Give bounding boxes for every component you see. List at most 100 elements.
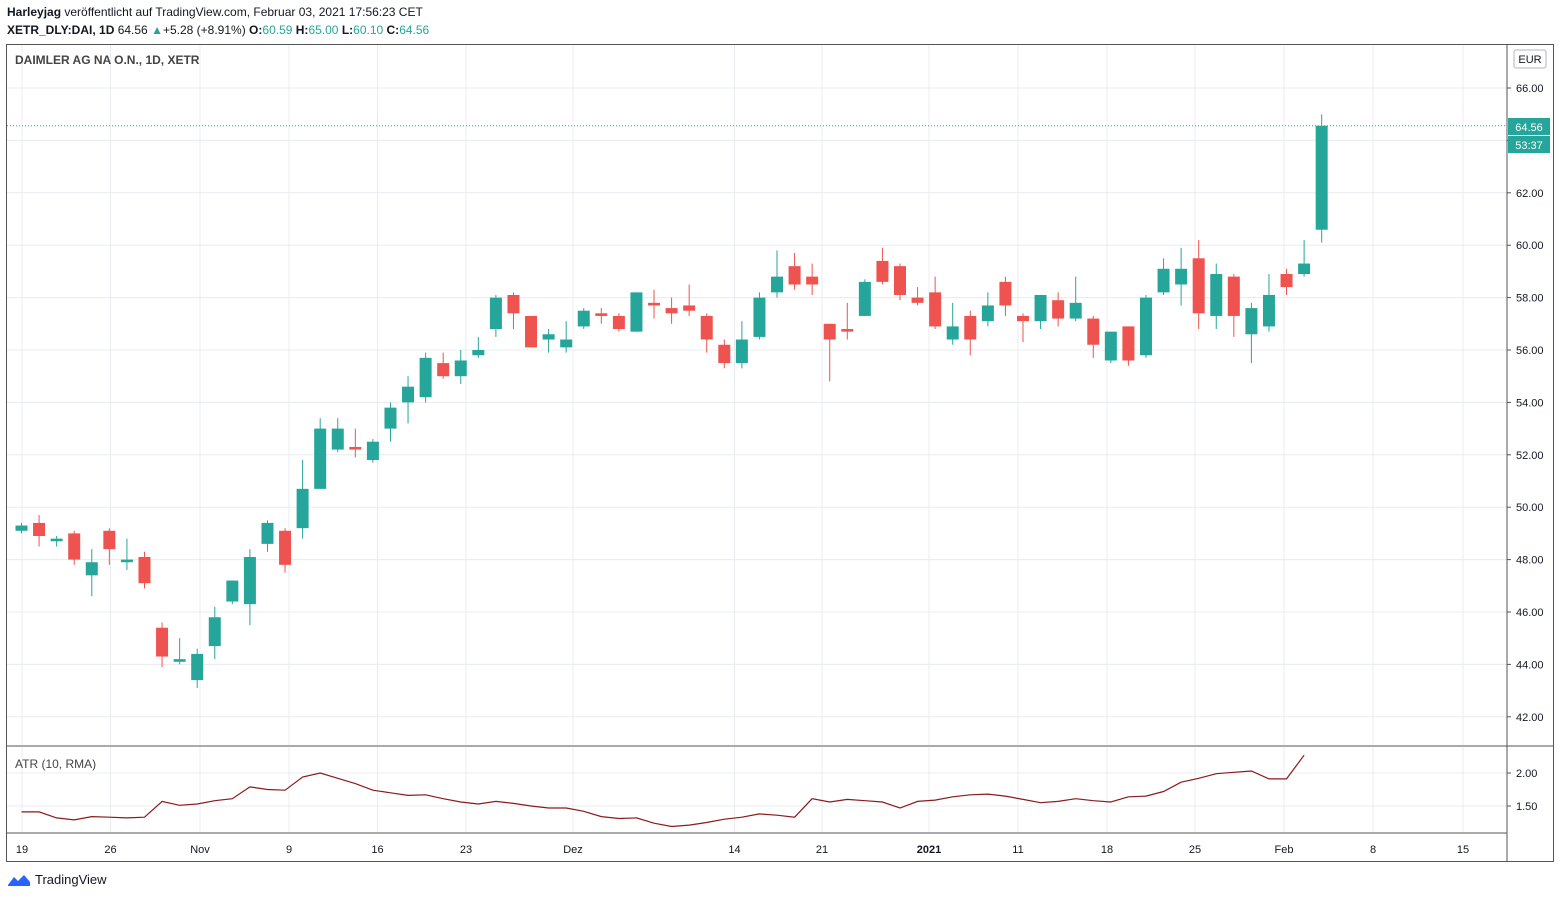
candlestick-series	[15, 114, 1328, 688]
candle-body	[1087, 318, 1100, 345]
candle-body	[753, 297, 766, 337]
candle-body	[630, 292, 643, 332]
grid-lines	[7, 45, 1507, 832]
candle-body	[437, 363, 450, 377]
candle-body	[1016, 315, 1029, 322]
axes: 42.00 44.00 46.00 48.00 50.00 52.00 54.00 56.00…	[16, 83, 1544, 856]
tradingview-icon	[8, 874, 30, 886]
atr-tick-label: 1.50	[1516, 801, 1537, 813]
candle-body	[806, 276, 819, 285]
candle-body	[1210, 274, 1223, 316]
time-tick-label: 9	[286, 844, 292, 856]
candle-body	[366, 441, 379, 461]
price-tick-label: 60.00	[1516, 240, 1544, 252]
candle-body	[33, 522, 46, 537]
chart-frame	[6, 44, 1554, 862]
countdown-tag	[1508, 136, 1550, 153]
candle-body	[595, 313, 608, 316]
candle-body	[876, 260, 889, 282]
price-tick-label: 48.00	[1516, 555, 1544, 567]
candle-body	[384, 407, 397, 429]
time-tick-label: Feb	[1275, 844, 1294, 856]
symbol-label: XETR_DLY:DAI, 1D	[7, 23, 115, 37]
candle-body	[1298, 263, 1311, 275]
candle-body	[261, 522, 274, 544]
price-tag	[1508, 118, 1550, 135]
candle-body	[1227, 276, 1240, 316]
candle-body	[208, 617, 221, 647]
price-tick-label: 42.00	[1516, 712, 1544, 724]
candle-body	[1175, 268, 1188, 285]
candle-body	[911, 297, 924, 303]
candle-body	[648, 302, 661, 306]
candle-body	[1122, 326, 1135, 361]
candle-body	[665, 308, 678, 314]
price-tick-label: 44.00	[1516, 659, 1544, 671]
candle-body	[700, 315, 713, 340]
candle-body	[1034, 294, 1047, 322]
author-name[interactable]: Harleyjag	[7, 5, 62, 19]
price-tick-label: 46.00	[1516, 607, 1544, 619]
candle-body	[841, 329, 854, 332]
countdown-label: 53:37	[1515, 140, 1543, 152]
close-value: 64.56	[399, 23, 430, 37]
candle-body	[858, 281, 871, 316]
candle-body	[50, 538, 63, 542]
candle-body	[226, 580, 239, 602]
candle-body	[314, 428, 327, 489]
close-label: C:	[386, 23, 400, 37]
time-tick-label: 14	[728, 844, 740, 856]
tradingview-logo[interactable]: TradingView	[7, 872, 107, 887]
candle-body	[823, 323, 836, 340]
atr-tick-label: 2.00	[1516, 768, 1537, 780]
candle-body	[243, 556, 256, 605]
candle-body	[489, 297, 502, 330]
candle-body	[946, 326, 959, 340]
candle-body	[419, 357, 432, 398]
candle-body	[683, 305, 696, 311]
candle-body	[1262, 294, 1275, 327]
high-label: H:	[295, 23, 309, 37]
time-tick-label: 25	[1189, 844, 1201, 856]
atr-line	[21, 754, 1305, 828]
open-value: 60.59	[262, 23, 293, 37]
candle-body	[279, 530, 292, 565]
open-label: O:	[249, 23, 263, 37]
price-tick-label: 50.00	[1516, 502, 1544, 514]
low-label: L:	[341, 23, 354, 37]
main-legend: DAIMLER AG NA O.N., 1D, XETR	[15, 53, 200, 67]
candle-body	[138, 556, 151, 584]
time-tick-label: 8	[1370, 844, 1376, 856]
publish-date: veröffentlicht auf TradingView.com, Febr…	[64, 5, 423, 19]
candle-body	[173, 659, 186, 662]
time-tick-label: 19	[16, 844, 28, 856]
candle-body	[15, 525, 28, 531]
candle-body	[402, 386, 415, 403]
candle-body	[981, 305, 994, 322]
time-tick-label: 16	[371, 844, 383, 856]
candle-body	[999, 281, 1012, 306]
currency-button[interactable]	[1513, 49, 1547, 69]
candle-body	[718, 344, 731, 364]
time-tick-label: 11	[1012, 844, 1023, 856]
price-tick-label: 58.00	[1516, 293, 1544, 305]
candle-body	[525, 315, 538, 348]
candle-body	[771, 276, 784, 293]
up-arrow-icon: ▲	[151, 23, 163, 37]
candle-body	[1139, 297, 1152, 356]
time-tick-label: Dez	[563, 844, 583, 856]
time-tick-label: 18	[1101, 844, 1113, 856]
last-price: 64.56	[117, 23, 148, 37]
candle-body	[507, 294, 520, 314]
candle-body	[929, 292, 942, 327]
candle-body	[577, 310, 590, 327]
low-value: 60.10	[353, 23, 384, 37]
candle-body	[1192, 258, 1205, 314]
candle-body	[560, 339, 573, 348]
time-tick-label: 2021	[917, 844, 941, 856]
price-tick-label: 54.00	[1516, 397, 1544, 409]
price-tick-label: 52.00	[1516, 450, 1544, 462]
candle-body	[191, 653, 204, 681]
price-tick-label: 62.00	[1516, 188, 1544, 200]
